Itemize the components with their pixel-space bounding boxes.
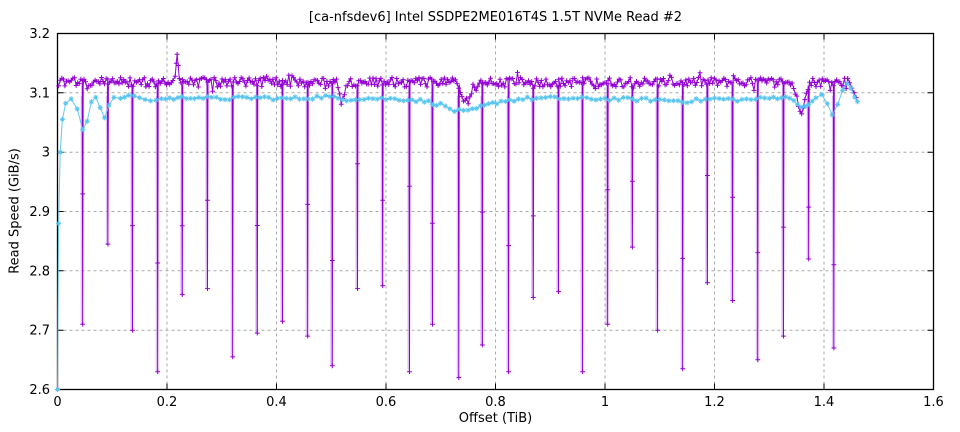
purple-plus-markers — [56, 51, 859, 380]
x-tick-label: 0.4 — [266, 395, 287, 410]
y-tick-label: 3.1 — [29, 86, 50, 101]
y-tick-label: 3 — [42, 146, 50, 161]
plot-border — [56, 32, 935, 391]
x-tick-label: 0.8 — [485, 395, 506, 410]
x-tick-label: 1.4 — [814, 395, 835, 410]
y-tick-label: 3.2 — [29, 27, 50, 42]
x-tick-label: 0 — [53, 395, 61, 410]
x-tick-label: 0.6 — [376, 395, 397, 410]
y-tick-label: 2.9 — [29, 205, 50, 220]
cyan-asterisk-markers — [54, 80, 860, 393]
purple-dip-halo — [80, 95, 835, 378]
x-axis-label: Offset (TiB) — [458, 411, 533, 426]
y-tick-label: 2.8 — [29, 264, 50, 279]
x-tick-label: 1.2 — [704, 395, 725, 410]
y-tick-label: 2.7 — [29, 324, 50, 339]
x-tick-label: 1 — [601, 395, 609, 410]
chart-title: [ca-nfsdev6] Intel SSDPE2ME016T4S 1.5T N… — [308, 10, 683, 25]
y-tick-label: 2.6 — [29, 383, 50, 398]
x-tick-label: 0.2 — [157, 395, 178, 410]
x-tick-label: 1.6 — [923, 395, 944, 410]
